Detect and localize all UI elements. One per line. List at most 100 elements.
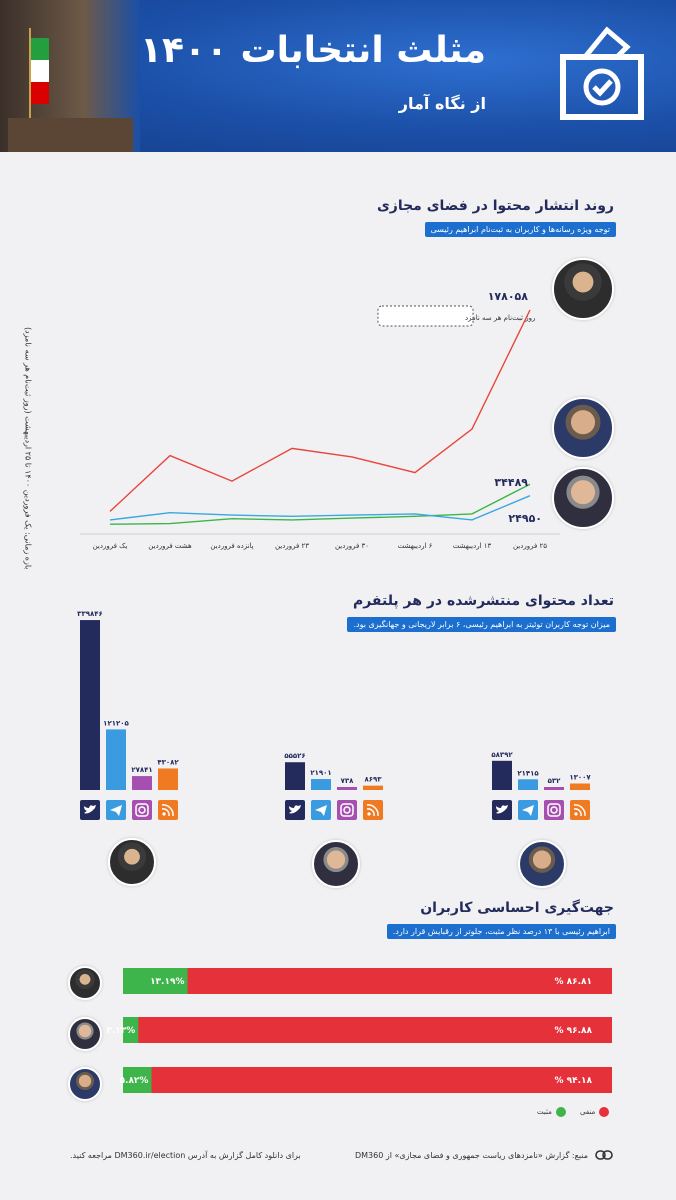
twitter-glyph: [84, 805, 96, 814]
bar-jahangiri-instagram: [544, 787, 564, 790]
sentiment-negative-bar-raisi: [123, 968, 612, 994]
sentiment-negative-label: % ۸۶.۸۱: [554, 977, 592, 987]
bar-value-label: ۷۳۸: [341, 777, 355, 785]
bar-value-label: ۴۳۰۸۲: [157, 758, 179, 766]
instagram-glyph-lens: [138, 806, 146, 814]
section-title-sentiment: جهت‌گیری احساسی کاربران: [420, 900, 614, 916]
avatar-raisi: [552, 258, 614, 320]
line-series-larijani: [109, 495, 531, 521]
rss-icon: [363, 800, 383, 820]
bar-raisi-rss: [158, 768, 178, 790]
twitter-glyph: [289, 805, 301, 814]
bar-value-label: ۲۱۹۰۱: [310, 769, 331, 777]
source-text: منبع: گزارش «نامزدهای ریاست جمهوری و فضا…: [354, 1151, 588, 1160]
avatar-jahangiri: [552, 397, 614, 459]
bar-larijani-instagram: [337, 787, 357, 790]
link-icon: [595, 1150, 613, 1160]
rss-glyph-waves: [161, 804, 174, 817]
section-title-platform: تعداد محتوای منتشرشده در هر پلتفرم: [352, 593, 614, 609]
avatar-larijani: [552, 467, 614, 529]
sentiment-positive-bar-raisi: [123, 968, 188, 994]
avatar-raisi-sentiment: [68, 966, 102, 1000]
avatar-larijani-platform: [312, 840, 360, 888]
section-title-trend: روند انتشار محتوا در فضای مجازی: [376, 198, 614, 214]
sentiment-negative-label: % ۹۴.۱۸: [554, 1076, 592, 1086]
sentiment-bar-chart: ۱۳.۱۹% % ۸۶.۸۱ ۳.۱۳% % ۹۶.۸۸ ۵.۸۲% % ۹۴.۱۸: [106, 968, 612, 1093]
instagram-glyph-lens: [343, 806, 351, 814]
twitter-glyph: [496, 805, 508, 814]
header-banner: مثلث انتخابات ۱۴۰۰ از نگاه آمار: [0, 0, 676, 152]
rss-glyph-waves: [366, 804, 379, 817]
sentiment-positive-bar-larijani: [123, 1017, 139, 1043]
rss-glyph: [367, 812, 371, 816]
download-text: برای دانلود کامل گزارش به آدرس DM360.ir/…: [70, 1151, 301, 1160]
bar-value-label: ۵۳۲: [548, 777, 562, 785]
rss-icon: [570, 800, 590, 820]
bar-value-label: ۵۸۳۹۲: [491, 751, 513, 759]
section-tagline-sentiment: ابراهیم رئیسی با ۱۳ درصد نظر مثبت، جلوتر…: [386, 924, 616, 939]
end-label-larijani: ۲۴۹۵۰: [508, 512, 542, 525]
bar-raisi-instagram: [132, 776, 152, 790]
section-tagline-platform: میزان توجه کاربران توئیتر به ابراهیم رئی…: [347, 617, 616, 632]
sentiment-positive-label: ۳.۱۳%: [106, 1026, 135, 1036]
sentiment-negative-bar-jahangiri: [123, 1067, 612, 1093]
bar-jahangiri-twitter: [492, 760, 512, 790]
instagram-icon: [337, 800, 357, 820]
avatar-larijani-sentiment: [68, 1017, 102, 1051]
bar-value-label: ۲۷۸۴۱: [131, 766, 152, 774]
x-tick-label: هشت فروردین: [148, 542, 192, 550]
legend-negative-label: منفی: [580, 1108, 596, 1116]
bar-value-label: ۱۳۰۰۷: [569, 773, 591, 781]
avatar-jahangiri-platform: [518, 840, 566, 888]
instagram-icon: [544, 800, 564, 820]
sentiment-positive-label: ۱۳.۱۹%: [150, 977, 184, 987]
sentiment-positive-bar-jahangiri: [123, 1067, 152, 1093]
ballot-box-icon: [560, 26, 644, 120]
rss-glyph: [162, 812, 166, 816]
bar-jahangiri-rss: [570, 783, 590, 790]
end-label-jahangiri: ۳۴۴۸۹: [494, 476, 528, 489]
line-series-raisi: [109, 309, 531, 512]
rss-glyph: [574, 812, 578, 816]
bar-raisi-telegram: [106, 729, 126, 790]
bar-value-label: ۲۱۴۱۵: [517, 769, 539, 777]
telegram-glyph: [315, 805, 327, 816]
x-tick-label: یک فروردین: [93, 542, 128, 550]
platform-bar-chart: ۳۳۹۸۴۶ ۱۲۱۲۰۵ ۲۷۸۴۱ ۴۳۰۸۲ ۵۵۵۲۶ ۲۱۹۰۱ ۷۳۸ ۸۶۹۳ ۵…: [77, 610, 591, 820]
line-chart: یک فروردین هشت فروردین پانزده فروردین ۲۳ فر…: [80, 290, 560, 550]
end-label-raisi: ۱۷۸۰۵۸: [488, 290, 529, 303]
rss-glyph-waves: [573, 804, 586, 817]
instagram-glyph-lens: [550, 806, 558, 814]
x-tick-label: ۳۰ فروردین: [335, 542, 369, 550]
instagram-glyph: [340, 803, 354, 817]
bar-raisi-twitter: [80, 620, 100, 790]
x-tick-label: ۲۵ فروردین: [513, 542, 547, 550]
avatar-jahangiri-sentiment: [68, 1067, 102, 1101]
instagram-glyph: [547, 803, 561, 817]
sentiment-positive-label: ۵.۸۲%: [120, 1076, 149, 1086]
bar-value-label: ۳۳۹۸۴۶: [77, 610, 103, 618]
line-series-jahangiri: [109, 483, 531, 525]
instagram-glyph: [135, 803, 149, 817]
page-title: مثلث انتخابات ۱۴۰۰: [140, 30, 486, 71]
sentiment-negative-label: % ۹۶.۸۸: [554, 1026, 592, 1036]
annotation-text: روز ثبت‌نام هر سه نامزد: [465, 314, 535, 322]
annotation-box: [377, 305, 474, 327]
avatar-raisi-platform: [108, 838, 156, 886]
section-tagline-trend: توجه ویژه رسانه‌ها و کاربران به ثبت‌نام …: [424, 222, 616, 237]
legend-negative-dot: [599, 1107, 609, 1117]
legend-positive-label: مثبت: [537, 1108, 552, 1116]
telegram-glyph: [110, 805, 122, 816]
x-tick-label: ۲۳ فروردین: [275, 542, 309, 550]
bar-value-label: ۵۵۵۲۶: [284, 752, 305, 760]
page-subtitle: از نگاه آمار: [398, 94, 486, 113]
bar-value-label: ۸۶۹۳: [364, 776, 382, 784]
desk-illustration: [8, 118, 133, 152]
bar-larijani-telegram: [311, 779, 331, 790]
instagram-icon: [132, 800, 152, 820]
x-tick-label: ۶ اردیبهشت: [398, 542, 433, 550]
bar-larijani-twitter: [285, 762, 305, 790]
bar-value-label: ۱۲۱۲۰۵: [103, 719, 129, 727]
x-tick-label: ۱۳ اردیبهشت: [453, 542, 492, 550]
telegram-glyph: [522, 805, 534, 816]
